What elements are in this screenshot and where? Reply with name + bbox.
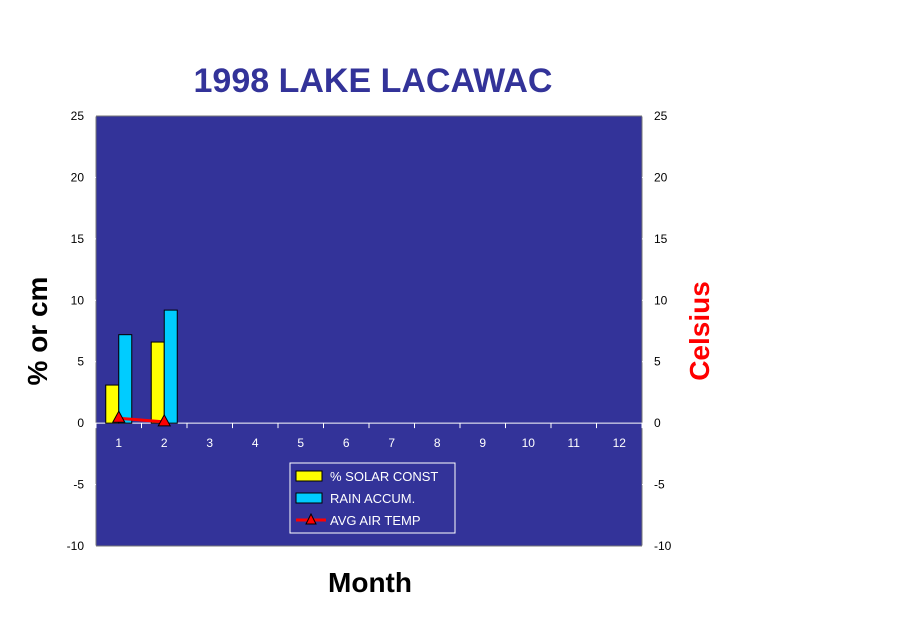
y2-tick-label: 20	[654, 170, 668, 184]
y-tick-label: 10	[71, 293, 85, 307]
x-tick-label: 9	[479, 436, 486, 450]
x-tick-label: 6	[343, 436, 350, 450]
temperature-point	[157, 413, 172, 427]
y2-tick-label: 0	[654, 416, 661, 430]
temperature-series-line	[118, 416, 165, 424]
y2-tick-label: -5	[654, 478, 665, 492]
x-tick-label: 4	[252, 436, 259, 450]
y-tick-label: -10	[67, 539, 85, 553]
y-tick-label: 0	[77, 416, 84, 430]
x-tick-label: 10	[522, 436, 536, 450]
y-tick-label: 5	[77, 355, 84, 369]
x-axis-title: Month	[328, 567, 412, 598]
y-axis-title: % or cm	[22, 277, 53, 386]
legend-label: % SOLAR CONST	[330, 469, 438, 484]
y2-tick-label: -10	[654, 539, 672, 553]
temperature-line	[111, 410, 172, 427]
legend-swatch	[295, 492, 323, 504]
x-tick-label: 5	[297, 436, 304, 450]
bar	[163, 309, 178, 424]
y-tick-label: 15	[71, 232, 85, 246]
x-tick-label: 8	[434, 436, 441, 450]
legend-marker	[305, 512, 317, 525]
y2-tick-label: 25	[654, 109, 668, 123]
x-tick-label: 12	[613, 436, 627, 450]
bar	[150, 341, 165, 424]
x-tick-label: 7	[388, 436, 395, 450]
right-axis-ticks: 25 20 15 10 5 0 -5 -10	[642, 109, 672, 553]
x-axis: 1 2 3 4 5 6 7 8 9 10 11 12	[95, 422, 643, 450]
y-tick-label: -5	[73, 478, 84, 492]
chart-title: 1998 LAKE LACAWAC	[194, 62, 553, 100]
y-tick-label: 25	[71, 109, 85, 123]
legend-label: RAIN ACCUM.	[330, 491, 415, 506]
bar	[118, 334, 133, 424]
temperature-point	[111, 410, 126, 423]
legend-label: AVG AIR TEMP	[330, 513, 421, 528]
legend: % SOLAR CONST RAIN ACCUM. AVG AIR TEMP	[289, 462, 456, 534]
legend-swatch	[295, 470, 323, 482]
y2-tick-label: 15	[654, 232, 668, 246]
x-tick-label: 2	[161, 436, 168, 450]
left-axis-ticks: 25 20 15 10 5 0 -5 -10	[67, 109, 96, 553]
y2-tick-label: 10	[654, 293, 668, 307]
bars	[105, 309, 178, 424]
x-tick-label: 3	[206, 436, 213, 450]
y2-tick-label: 5	[654, 355, 661, 369]
y2-axis-title: Celsius	[684, 281, 715, 381]
x-tick-label: 11	[568, 436, 581, 450]
y-tick-label: 20	[71, 170, 85, 184]
x-tick-label: 1	[115, 436, 122, 450]
